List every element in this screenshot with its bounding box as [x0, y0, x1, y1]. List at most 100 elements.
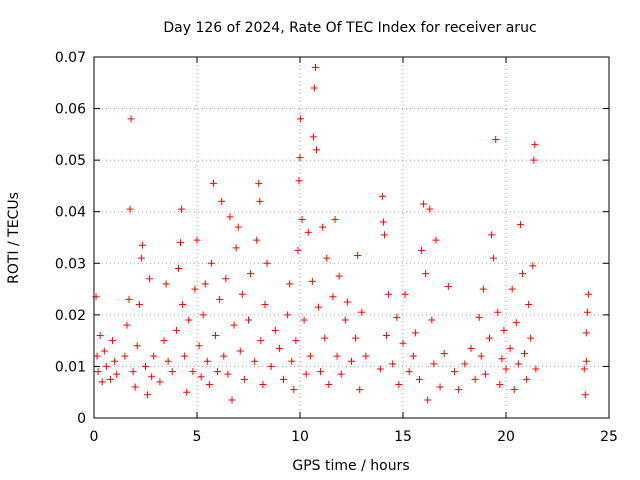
x-axis-label: GPS time / hours	[292, 458, 409, 474]
data-point	[405, 368, 413, 376]
data-point	[315, 303, 323, 311]
data-point	[432, 236, 440, 244]
data-point	[401, 290, 409, 298]
data-point	[98, 378, 106, 386]
data-point	[395, 380, 403, 388]
data-point	[253, 236, 261, 244]
data-point	[502, 365, 510, 373]
data-point	[191, 285, 199, 293]
data-point	[271, 326, 279, 334]
data-point	[581, 391, 589, 399]
x-tick-label: 10	[291, 429, 309, 445]
data-point	[214, 368, 222, 376]
data-point	[530, 156, 538, 164]
data-point	[261, 301, 269, 309]
data-point	[323, 254, 331, 262]
data-point	[467, 344, 475, 352]
data-point	[160, 337, 168, 345]
data-point	[529, 262, 537, 270]
data-point	[201, 280, 209, 288]
data-point	[481, 370, 489, 378]
data-point	[582, 357, 590, 365]
data-point	[306, 352, 314, 360]
data-point	[207, 259, 215, 267]
data-point	[532, 365, 540, 373]
data-point	[296, 154, 304, 162]
data-point	[164, 357, 172, 365]
data-point	[195, 342, 203, 350]
data-point	[197, 373, 205, 381]
axis-ticks	[93, 56, 610, 419]
data-point	[531, 141, 539, 149]
data-point	[508, 285, 516, 293]
data-point	[216, 295, 224, 303]
data-point	[222, 275, 230, 283]
data-point	[337, 370, 345, 378]
y-tick-label: 0.04	[55, 205, 86, 221]
data-point	[275, 344, 283, 352]
data-point	[111, 357, 119, 365]
x-tick-label: 15	[394, 429, 412, 445]
data-point	[325, 380, 333, 388]
data-point	[181, 352, 189, 360]
data-point	[102, 362, 110, 370]
data-point	[183, 388, 191, 396]
data-point	[133, 342, 141, 350]
data-point	[411, 329, 419, 337]
data-point	[300, 316, 308, 324]
y-tick-label: 0.03	[55, 256, 86, 272]
data-points	[92, 63, 592, 404]
data-point	[518, 270, 526, 278]
data-point	[230, 321, 238, 329]
data-point	[310, 84, 318, 92]
data-point	[430, 360, 438, 368]
data-point	[162, 280, 170, 288]
data-point	[135, 301, 143, 309]
data-point	[267, 362, 275, 370]
data-point	[234, 223, 242, 231]
data-point	[383, 331, 391, 339]
data-point	[436, 383, 444, 391]
y-tick-label: 0.05	[55, 153, 86, 169]
data-point	[525, 301, 533, 309]
x-tick-label: 20	[497, 429, 515, 445]
data-point	[424, 396, 432, 404]
data-point	[245, 316, 252, 324]
data-point	[224, 370, 232, 378]
data-point	[174, 264, 182, 272]
data-point	[199, 311, 207, 319]
data-point	[358, 308, 366, 316]
x-tick-label: 0	[90, 429, 99, 445]
data-point	[172, 326, 180, 334]
data-point	[451, 368, 458, 376]
data-point	[226, 213, 234, 221]
data-point	[257, 337, 265, 345]
data-point	[203, 357, 211, 365]
data-point	[362, 352, 370, 360]
data-point	[331, 215, 339, 223]
data-point	[312, 146, 320, 154]
data-point	[319, 223, 327, 231]
data-point	[583, 308, 591, 316]
data-point	[378, 192, 386, 200]
data-point	[440, 350, 448, 358]
data-point	[523, 375, 531, 383]
data-point	[304, 228, 312, 236]
data-point	[185, 316, 193, 324]
x-tick-label: 25	[600, 429, 618, 445]
data-point	[94, 368, 102, 376]
data-point	[218, 197, 226, 205]
data-point	[329, 293, 337, 301]
data-point	[494, 308, 502, 316]
data-point	[498, 355, 506, 363]
data-point	[93, 352, 101, 360]
data-point	[302, 370, 310, 378]
data-point	[317, 368, 325, 376]
y-tick-label: 0	[77, 411, 86, 427]
data-point	[506, 344, 514, 352]
data-point	[354, 252, 362, 260]
data-point	[527, 334, 535, 342]
data-point	[492, 136, 500, 144]
